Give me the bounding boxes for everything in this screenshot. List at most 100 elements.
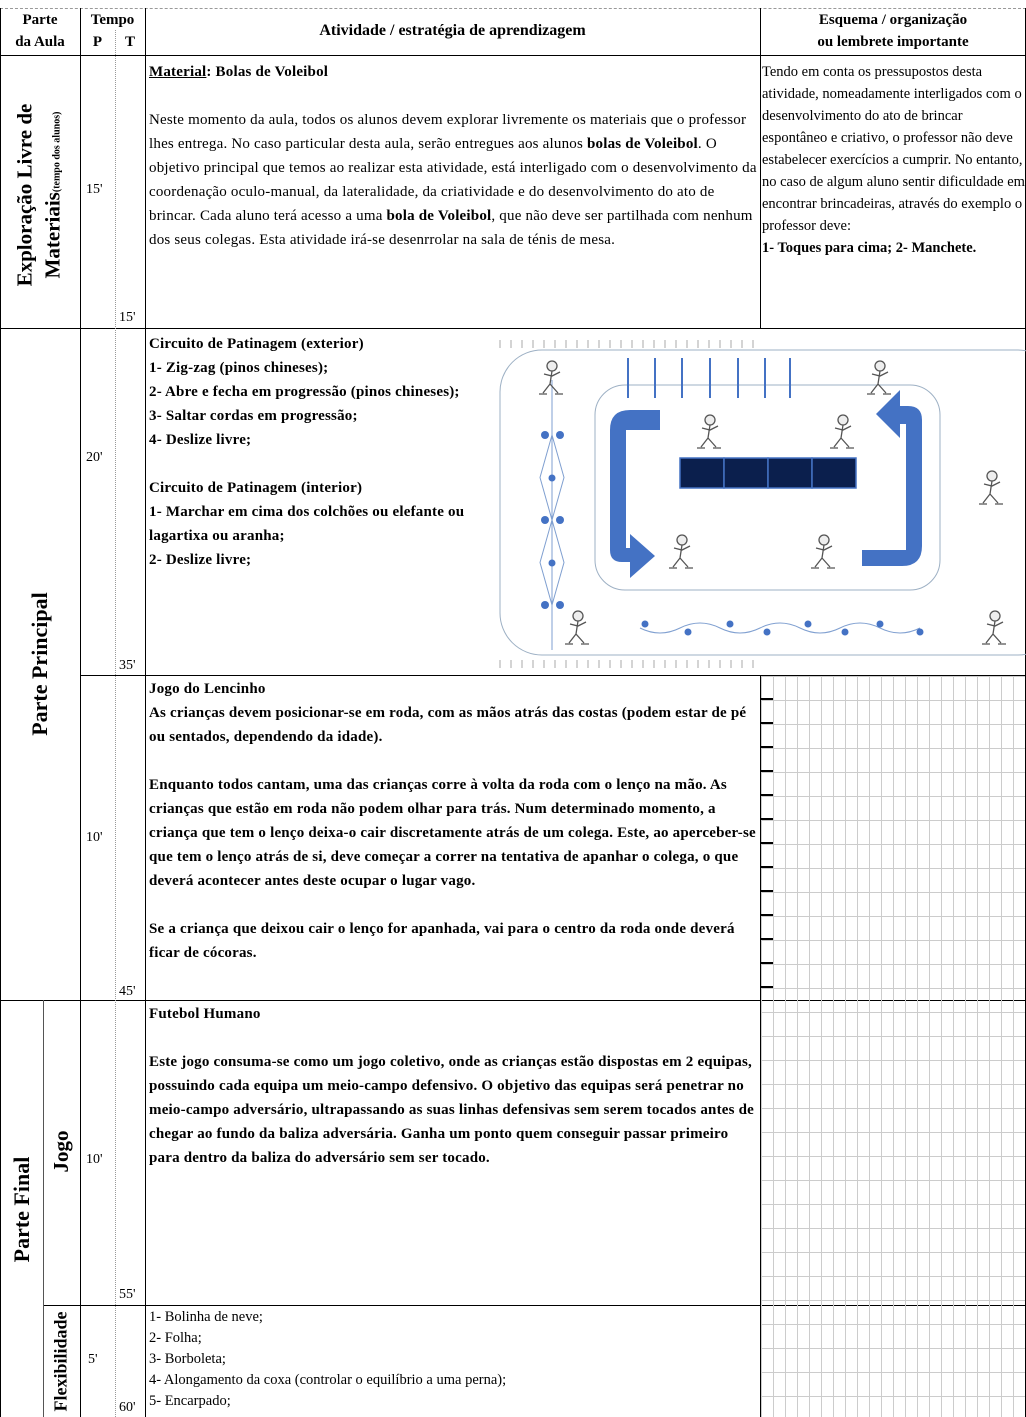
header-text: Esquema / organização bbox=[818, 12, 968, 28]
circuit-item: 1- Marchar em cima dos colchões ou elefa… bbox=[149, 504, 465, 544]
activity-title: Jogo do Lencinho bbox=[149, 681, 266, 697]
mat bbox=[723, 457, 769, 489]
skater-head bbox=[874, 360, 886, 372]
activity-title: Futebol Humano bbox=[149, 1006, 261, 1022]
skater bbox=[811, 534, 835, 569]
col-line bbox=[0, 8, 1, 1417]
cone bbox=[641, 620, 649, 628]
cone bbox=[548, 559, 556, 567]
skater bbox=[867, 360, 891, 395]
skater-body bbox=[539, 370, 563, 395]
mat bbox=[767, 457, 813, 489]
mat bbox=[679, 457, 725, 489]
section-principal: Parte Principal bbox=[27, 592, 52, 736]
header-tempo: Tempo bbox=[90, 12, 135, 28]
tick-marks bbox=[761, 676, 773, 996]
skater-body bbox=[979, 480, 1003, 505]
zigzag bbox=[539, 518, 565, 607]
body-text: , que não deve ser partilhada com nenhum… bbox=[149, 208, 753, 248]
row-line bbox=[43, 1305, 1026, 1306]
time-t: 60' bbox=[119, 1400, 136, 1415]
cone bbox=[541, 431, 549, 439]
header-line bbox=[0, 55, 1026, 56]
activity-futebol: Futebol Humano Este jogo consuma-se como… bbox=[149, 1002, 761, 1194]
stretch-item: 2- Folha; bbox=[149, 1330, 202, 1346]
header-parte: Parte da Aula bbox=[0, 9, 80, 53]
circuit-title: Circuito de Patinagem (exterior) bbox=[149, 336, 364, 352]
stretch-item: 4- Alongamento da coxa (controlar o equi… bbox=[149, 1372, 507, 1388]
time-t: 35' bbox=[119, 658, 136, 673]
activity-paragraph: Enquanto todos cantam, uma das crianças … bbox=[149, 777, 756, 889]
section-text: Materiais(tempo dos alunos) bbox=[38, 112, 71, 279]
header-text: da Aula bbox=[15, 34, 65, 50]
note-exploracao: Tendo em conta os pressupostos desta ati… bbox=[762, 61, 1026, 259]
circuit-title: Circuito de Patinagem (interior) bbox=[149, 480, 363, 496]
cone bbox=[804, 620, 812, 628]
skater-body bbox=[565, 620, 589, 645]
section-subtext: (tempo dos alunos) bbox=[51, 111, 62, 193]
top-rule bbox=[0, 8, 1026, 9]
body-text: . O objetivo principal que temos ao real… bbox=[149, 136, 757, 224]
col-line bbox=[760, 675, 761, 1417]
wave bbox=[639, 622, 921, 634]
note-grid bbox=[761, 676, 1025, 1417]
section-text: Materiais bbox=[40, 192, 64, 279]
body-bold: bola de Voleibol bbox=[386, 208, 492, 224]
time-p: 20' bbox=[86, 450, 103, 465]
time-p: 10' bbox=[86, 1152, 103, 1167]
col-line bbox=[760, 8, 761, 328]
activity-body: Neste momento da aula, todos os alunos d… bbox=[149, 108, 761, 252]
activity-flexibilidade: 1- Bolinha de neve; 2- Folha; 3- Borbole… bbox=[149, 1307, 761, 1412]
cone bbox=[548, 474, 556, 482]
skater-body bbox=[867, 370, 891, 395]
skater-head bbox=[818, 534, 830, 546]
skater bbox=[979, 470, 1003, 505]
section-flexibilidade: Flexibilidade bbox=[50, 1311, 71, 1412]
circuit-item: 2- Abre e fecha em progressão (pinos chi… bbox=[149, 384, 460, 400]
activity-paragraph: As crianças devem posicionar-se em roda,… bbox=[149, 705, 747, 745]
col-line bbox=[80, 8, 81, 1417]
time-p: 15' bbox=[86, 182, 103, 197]
inner-track bbox=[594, 384, 941, 591]
circuit-item: 4- Deslize livre; bbox=[149, 432, 252, 448]
skater bbox=[830, 414, 854, 449]
activity-circuito: Circuito de Patinagem (exterior) 1- Zig-… bbox=[149, 332, 499, 572]
circuit-item: 2- Deslize livre; bbox=[149, 552, 252, 568]
activity-paragraph: Este jogo consuma-se como um jogo coleti… bbox=[149, 1054, 755, 1166]
circuit-item: 1- Zig-zag (pinos chineses); bbox=[149, 360, 329, 376]
skater-head bbox=[704, 414, 716, 426]
header-atividade: Atividade / estratégia de aprendizagem bbox=[319, 22, 586, 39]
cone bbox=[763, 628, 771, 636]
skater-body bbox=[697, 424, 721, 449]
row-line bbox=[0, 328, 1026, 329]
note-bold: 1- Toques para cima; 2- Manchete. bbox=[762, 240, 977, 256]
skater-body bbox=[669, 544, 693, 569]
body-text: Neste momento da aula, todos os alunos d… bbox=[149, 112, 747, 152]
section-final: Parte Final bbox=[8, 1156, 34, 1263]
time-t: 45' bbox=[119, 984, 136, 999]
col-line bbox=[145, 8, 146, 1417]
arrow bbox=[610, 410, 660, 578]
time-t: 55' bbox=[119, 1287, 136, 1302]
cone bbox=[541, 601, 549, 609]
row-line bbox=[0, 1000, 1026, 1001]
skater-head bbox=[572, 610, 584, 622]
activity-paragraph: Se a criança que deixou cair o lenço for… bbox=[149, 921, 735, 961]
skater-head bbox=[837, 414, 849, 426]
row-line bbox=[80, 675, 1026, 676]
cone bbox=[684, 628, 692, 636]
outer-track bbox=[499, 349, 1026, 656]
material-value: : Bolas de Voleibol bbox=[206, 64, 329, 80]
cone bbox=[916, 628, 924, 636]
skater-body bbox=[982, 620, 1006, 645]
col-line bbox=[115, 30, 116, 1417]
stretch-item: 3- Borboleta; bbox=[149, 1351, 226, 1367]
mat bbox=[811, 457, 857, 489]
cone bbox=[556, 516, 564, 524]
header-esquema: Esquema / organização ou lembrete importa… bbox=[760, 9, 1026, 53]
section-exploracao: Exploração Livre de Materiais(tempo dos … bbox=[1, 59, 81, 332]
stretch-item: 1- Bolinha de neve; bbox=[149, 1309, 263, 1325]
skater-head bbox=[676, 534, 688, 546]
skater-body bbox=[811, 544, 835, 569]
